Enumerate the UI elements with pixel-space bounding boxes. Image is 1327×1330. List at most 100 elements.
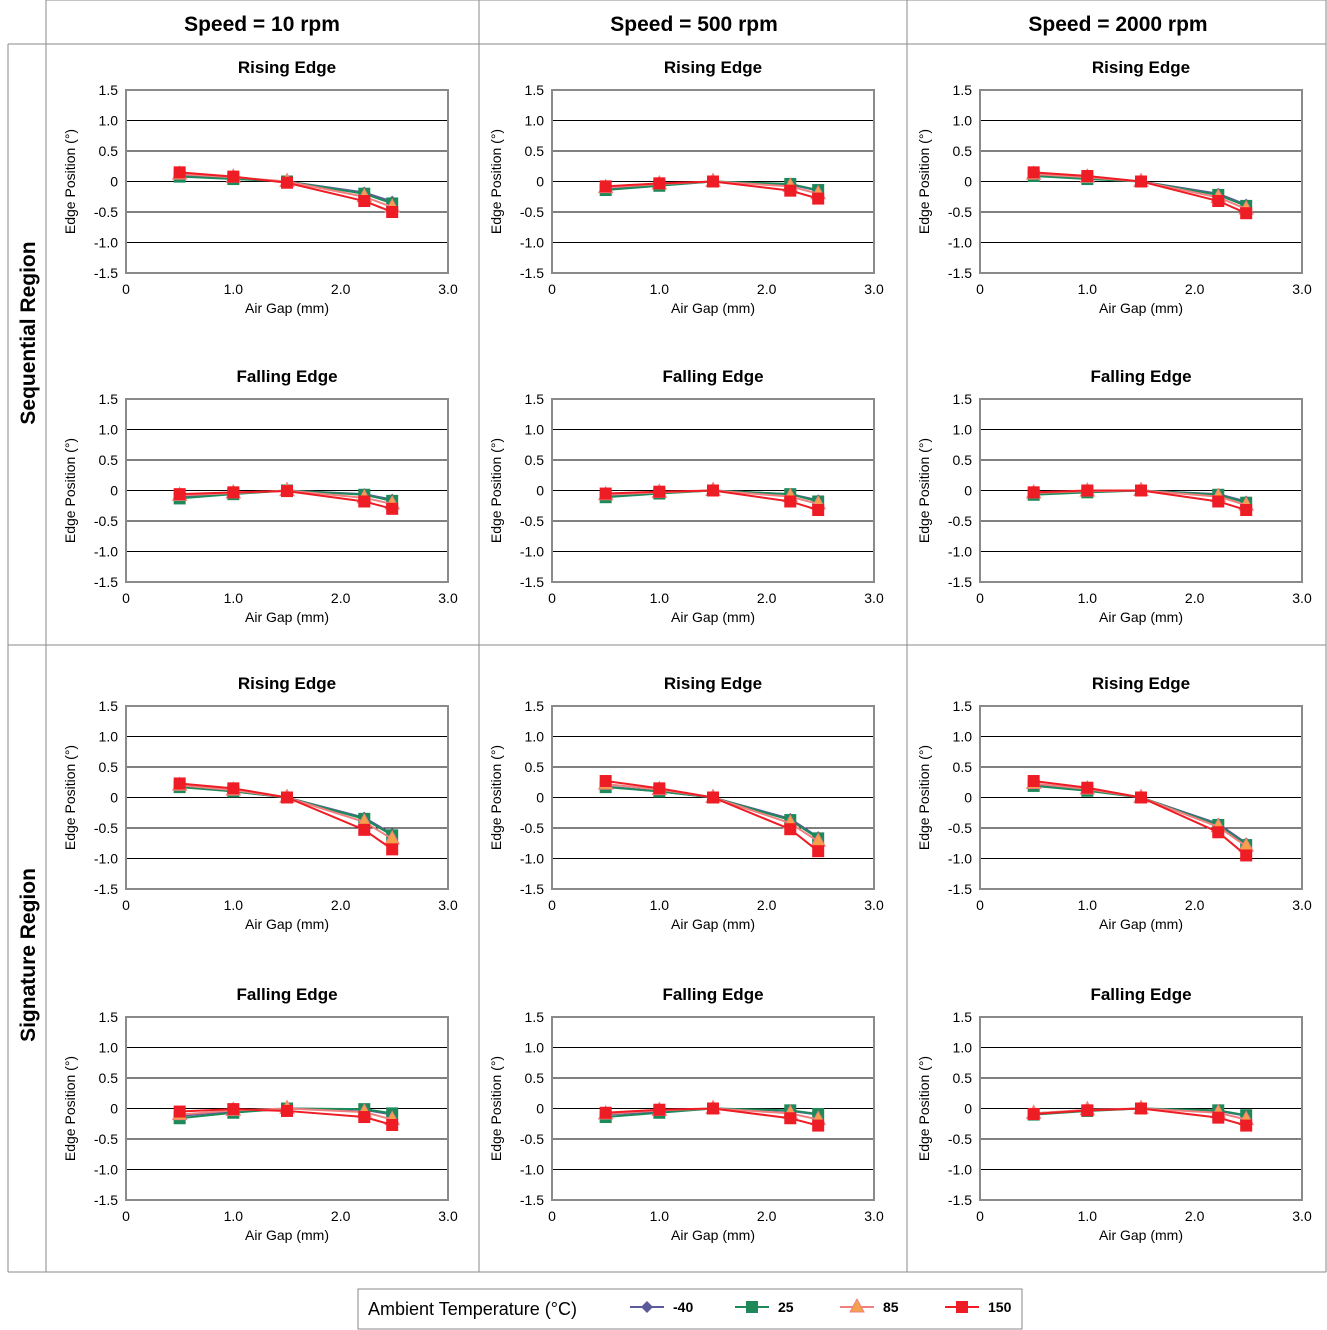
data-point	[227, 486, 240, 499]
plot-frame	[979, 705, 1303, 890]
y-tick-label: 0.5	[525, 1070, 545, 1086]
y-tick-label: -1.0	[520, 1162, 544, 1178]
legend-marker	[641, 1301, 653, 1313]
x-tick-label: 2.0	[757, 281, 777, 297]
data-point	[784, 184, 797, 197]
table-frame	[7, 0, 1327, 1273]
x-tick-label: 3.0	[1292, 281, 1312, 297]
x-tick-label: 0	[976, 1208, 984, 1224]
x-tick-label: 2.0	[757, 1208, 777, 1224]
data-point	[707, 484, 719, 497]
y-tick-label: 0	[536, 483, 544, 499]
x-tick-label: 0	[548, 281, 556, 297]
y-tick-label: 1.0	[99, 422, 119, 438]
x-tick-label: 2.0	[331, 897, 351, 913]
y-tick-label: -1.5	[94, 1192, 118, 1208]
plot-frame	[551, 1016, 875, 1201]
y-tick-label: -1.5	[94, 265, 118, 281]
data-point	[1240, 849, 1253, 862]
x-tick-label: 3.0	[864, 590, 884, 606]
data-point	[1027, 1107, 1040, 1120]
plot-frame	[551, 398, 875, 583]
data-point	[227, 782, 240, 795]
y-tick-label: 0.5	[525, 452, 545, 468]
y-tick-label: -1.5	[948, 1192, 972, 1208]
x-tick-label: 0	[122, 1208, 130, 1224]
x-tick-label: 1.0	[224, 590, 244, 606]
y-tick-label: 1.5	[953, 82, 973, 98]
data-point	[1135, 1102, 1147, 1115]
y-tick-label: 1.5	[525, 1009, 545, 1025]
x-tick-label: 2.0	[331, 281, 351, 297]
data-point	[599, 180, 612, 193]
y-tick-label: 1.0	[99, 1040, 119, 1056]
x-tick-label: 3.0	[438, 590, 458, 606]
plot-frame	[125, 1016, 449, 1201]
data-point	[173, 1105, 186, 1118]
y-tick-label: -0.5	[94, 513, 118, 529]
y-tick-label: -1.5	[948, 881, 972, 897]
y-tick-label: 1.5	[525, 698, 545, 714]
x-tick-label: 0	[976, 897, 984, 913]
y-tick-label: 0	[964, 790, 972, 806]
chart-title: Rising Edge	[664, 58, 762, 77]
y-tick-label: 0.5	[953, 1070, 973, 1086]
y-tick-label: 0.5	[953, 759, 973, 775]
x-tick-label: 1.0	[1078, 590, 1098, 606]
y-tick-label: 1.0	[99, 113, 119, 129]
x-tick-label: 3.0	[438, 1208, 458, 1224]
column-header-speed-10: Speed = 10 rpm	[184, 13, 340, 36]
y-tick-label: 0.5	[99, 452, 119, 468]
y-tick-label: 0.5	[99, 1070, 119, 1086]
y-tick-label: 1.5	[953, 1009, 973, 1025]
data-point	[281, 1104, 293, 1117]
data-point	[1027, 166, 1040, 179]
data-point	[1135, 791, 1147, 804]
data-point	[281, 176, 293, 189]
x-axis-label: Air Gap (mm)	[671, 1227, 755, 1243]
data-point	[653, 1103, 666, 1116]
plot-frame	[979, 398, 1303, 583]
x-axis-label: Air Gap (mm)	[1099, 300, 1183, 316]
data-point	[812, 192, 825, 205]
data-point	[1240, 207, 1253, 220]
chart-title: Falling Edge	[1090, 985, 1191, 1004]
y-tick-label: -0.5	[520, 820, 544, 836]
x-tick-label: 0	[122, 590, 130, 606]
x-tick-label: 2.0	[1185, 1208, 1205, 1224]
column-header-speed-500: Speed = 500 rpm	[610, 13, 778, 36]
data-point	[1212, 1111, 1225, 1124]
x-tick-label: 1.0	[650, 897, 670, 913]
y-tick-label: 1.5	[525, 82, 545, 98]
data-point	[227, 170, 240, 183]
plot-frame	[979, 89, 1303, 274]
legend-label: 85	[883, 1299, 899, 1315]
data-point	[784, 1112, 797, 1125]
x-tick-label: 3.0	[1292, 897, 1312, 913]
data-point	[1081, 1104, 1094, 1117]
y-tick-label: -1.0	[948, 544, 972, 560]
y-tick-label: -0.5	[948, 513, 972, 529]
data-point	[1212, 826, 1225, 839]
y-tick-label: 0	[110, 483, 118, 499]
y-tick-label: 1.0	[953, 113, 973, 129]
y-tick-label: -1.0	[94, 544, 118, 560]
y-tick-label: 1.0	[525, 422, 545, 438]
data-point	[227, 1103, 240, 1116]
x-tick-label: 2.0	[757, 590, 777, 606]
x-tick-label: 2.0	[1185, 281, 1205, 297]
x-axis-label: Air Gap (mm)	[245, 609, 329, 625]
x-tick-label: 0	[548, 590, 556, 606]
data-point	[358, 195, 371, 208]
y-tick-label: -1.0	[94, 235, 118, 251]
x-tick-label: 0	[976, 281, 984, 297]
data-point	[653, 782, 666, 795]
x-tick-label: 1.0	[1078, 1208, 1098, 1224]
x-tick-label: 1.0	[1078, 281, 1098, 297]
